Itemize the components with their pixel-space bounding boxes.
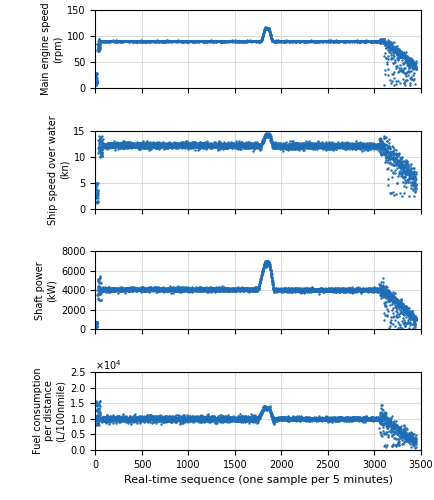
- Y-axis label: Fuel consumption
per distance
(L/100nmile): Fuel consumption per distance (L/100nmil…: [33, 368, 66, 454]
- Y-axis label: Ship speed over water
(kn): Ship speed over water (kn): [48, 115, 69, 224]
- Y-axis label: Main engine speed
(rpm): Main engine speed (rpm): [42, 2, 63, 96]
- X-axis label: Real-time sequence (one sample per 5 minutes): Real-time sequence (one sample per 5 min…: [124, 476, 393, 486]
- Text: $\times10^4$: $\times10^4$: [95, 358, 122, 372]
- Y-axis label: Shaft power
(kW): Shaft power (kW): [35, 261, 57, 320]
